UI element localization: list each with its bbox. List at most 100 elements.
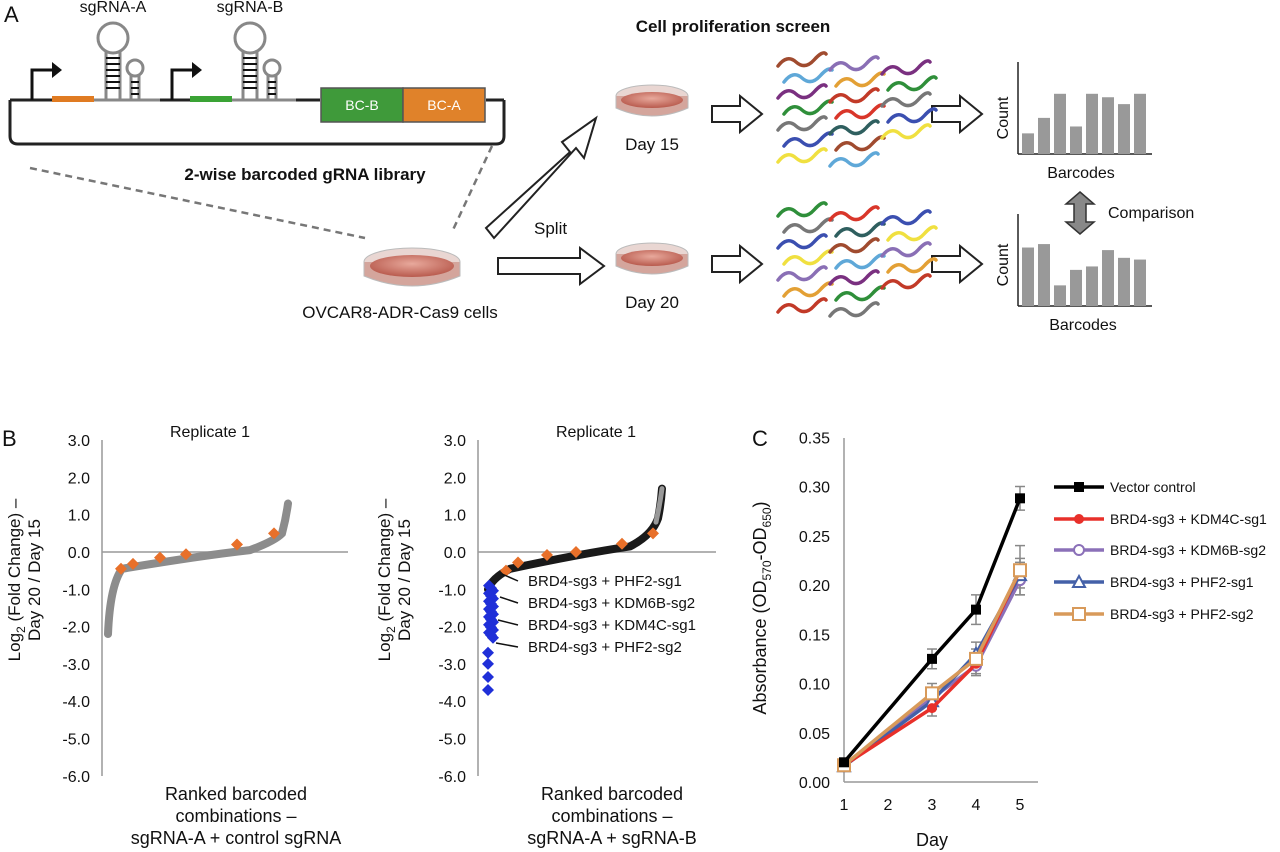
barcode-read bbox=[776, 115, 828, 132]
y-tick-label: 0.0 bbox=[68, 545, 90, 562]
barcode-read bbox=[782, 249, 834, 266]
y-tick-label: 1.0 bbox=[68, 508, 90, 525]
annotation-phf2-sg2: BRD4-sg3 + PHF2-sg2 bbox=[528, 639, 682, 656]
barcode-read bbox=[834, 103, 886, 120]
barcode-read bbox=[828, 55, 880, 72]
barcodes-label-top: Barcodes bbox=[1047, 165, 1115, 182]
ranked-distribution bbox=[104, 499, 292, 639]
y-tick-label: -2.0 bbox=[62, 620, 90, 637]
y-tick-label: -5.0 bbox=[62, 732, 90, 749]
count-bar bbox=[1054, 285, 1066, 306]
split-label: Split bbox=[534, 219, 567, 238]
barcode-read bbox=[782, 99, 834, 116]
barcode-read bbox=[828, 237, 880, 254]
series-line bbox=[842, 579, 1022, 768]
plot1-title: Replicate 1 bbox=[170, 424, 250, 441]
barcode-read bbox=[828, 205, 880, 222]
y-tick-label: -6.0 bbox=[62, 769, 90, 786]
series-line bbox=[842, 497, 1022, 764]
barcode-read bbox=[782, 281, 834, 298]
barcode-a-box bbox=[402, 87, 486, 123]
count-bar bbox=[1022, 247, 1034, 306]
plot2-xlabel-line1: Ranked barcoded bbox=[541, 784, 683, 804]
cells-label: OVCAR8-ADR-Cas9 cells bbox=[302, 303, 498, 322]
sgrna-a-hairpin-icon bbox=[94, 21, 160, 102]
control-guide-point bbox=[127, 557, 139, 570]
day20-label: Day 20 bbox=[625, 293, 679, 312]
barcode-read bbox=[776, 83, 828, 100]
svg-text:Log2 (Fold Change) –: Log2 (Fold Change) – bbox=[5, 498, 28, 661]
barcode-read bbox=[828, 87, 880, 104]
legend-label: Vector control bbox=[1110, 479, 1196, 495]
dashed-connector bbox=[450, 145, 494, 233]
count-bar bbox=[1118, 257, 1130, 306]
scatter-plot-combinations: 3.0 2.0 1.0 0.0 -1.0 -2.0 -3.0 -4.0 -5.0 -6.0 Rep… bbox=[375, 424, 716, 848]
sgrna-a-label: sgRNA-A bbox=[80, 0, 147, 16]
barcode-read bbox=[828, 151, 880, 168]
svg-text:Day 20 / Day 15: Day 20 / Day 15 bbox=[25, 519, 44, 641]
legend-marker bbox=[1073, 544, 1085, 556]
arrow-right-icon bbox=[931, 243, 984, 285]
barcode-read bbox=[886, 75, 938, 92]
control-guide-point bbox=[115, 562, 127, 575]
count-bar bbox=[1054, 93, 1066, 154]
y-tick-label: 0.00 bbox=[799, 775, 830, 792]
series-marker bbox=[927, 703, 937, 714]
y-tick-label: -3.0 bbox=[438, 657, 466, 674]
svg-text:Log2 (Fold Change) –: Log2 (Fold Change) – bbox=[375, 498, 398, 661]
barcode-read bbox=[886, 257, 938, 274]
arrow-right-icon bbox=[711, 93, 764, 135]
count-bar bbox=[1070, 269, 1082, 306]
library-label: 2-wise barcoded gRNA library bbox=[184, 165, 426, 184]
arrow-right-icon bbox=[931, 93, 984, 135]
barcode-read bbox=[776, 297, 828, 314]
control-guide-point bbox=[154, 551, 166, 564]
scatter-plot-control: 3.0 2.0 1.0 0.0 -1.0 -2.0 -3.0 -4.0 -5.0 -6.0 Rep… bbox=[5, 424, 348, 848]
synergistic-combination-point bbox=[482, 657, 494, 670]
y-tick-label: -3.0 bbox=[62, 657, 90, 674]
y-tick-label: -2.0 bbox=[438, 620, 466, 637]
barcode-read bbox=[886, 225, 938, 242]
y-tick-label: 3.0 bbox=[68, 433, 90, 450]
barcode-read bbox=[782, 131, 834, 148]
control-guide-point bbox=[541, 548, 553, 561]
svg-text:Day 20 / Day 15: Day 20 / Day 15 bbox=[395, 519, 414, 641]
promoter-arrow-icon bbox=[170, 68, 192, 100]
series-line bbox=[842, 569, 1022, 767]
barcode-read bbox=[776, 51, 828, 68]
control-guide-point bbox=[231, 538, 243, 551]
count-bar bbox=[1038, 117, 1050, 154]
count-bar bbox=[1118, 104, 1130, 154]
count-bar bbox=[1086, 266, 1098, 306]
day20-dish-icon bbox=[615, 242, 689, 275]
y-tick-label: 0.05 bbox=[799, 726, 830, 743]
comparison-label: Comparison bbox=[1108, 205, 1194, 222]
series-marker bbox=[927, 653, 937, 664]
screen-title: Cell proliferation screen bbox=[636, 17, 831, 36]
count-bar bbox=[1022, 133, 1034, 154]
count-bar bbox=[1102, 97, 1114, 154]
count-label-bottom: Count bbox=[995, 243, 1012, 286]
annotation-kdm4c-sg1: BRD4-sg3 + KDM4C-sg1 bbox=[528, 617, 696, 634]
sgrna-b-hairpin-icon bbox=[232, 21, 296, 102]
barcode-reads-day15 bbox=[776, 51, 938, 168]
barcode-read bbox=[834, 71, 886, 88]
plot2-xlabel-line2: combinations – bbox=[551, 806, 672, 826]
y-tick-label: 1.0 bbox=[444, 508, 466, 525]
barcode-read bbox=[880, 209, 932, 226]
y-tick-label: -1.0 bbox=[62, 582, 90, 599]
barcode-read bbox=[776, 265, 828, 282]
panel-b-letter: B bbox=[2, 426, 17, 451]
barcode-read bbox=[880, 91, 932, 108]
spacer-a bbox=[52, 96, 94, 102]
legend-marker bbox=[1074, 514, 1084, 524]
barcode-read bbox=[782, 217, 834, 234]
x-tick-label: 5 bbox=[1016, 797, 1025, 814]
count-bar bbox=[1070, 126, 1082, 154]
y-tick-label: 0.10 bbox=[799, 677, 830, 694]
panel-a: A bbox=[4, 0, 1194, 334]
barcode-count-chart-day15 bbox=[1017, 62, 1152, 155]
barcode-read bbox=[880, 273, 932, 290]
control-guide-point bbox=[647, 527, 659, 540]
barcode-read bbox=[834, 221, 886, 238]
